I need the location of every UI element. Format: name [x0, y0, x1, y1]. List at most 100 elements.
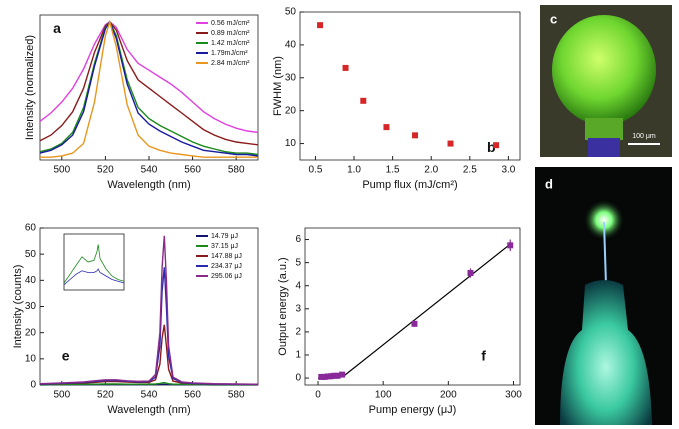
y-tick-label: 30: [285, 72, 297, 83]
x-tick-label: 0.5: [308, 165, 322, 176]
legend-label: 37.15 μJ: [211, 243, 238, 250]
x-tick-label: 200: [440, 390, 457, 401]
y-tick-label: 5: [295, 257, 301, 268]
legend-label: 1.42 mJ/cm²: [211, 40, 250, 47]
point: [324, 373, 331, 380]
panel-label: a: [53, 20, 61, 36]
point: [334, 372, 341, 379]
x-axis-label: Wavelength (nm): [107, 404, 190, 416]
x-tick-label: 3.0: [501, 165, 515, 176]
y-tick-label: 10: [25, 353, 37, 364]
panel-label: b: [487, 139, 496, 155]
legend-label: 14.79 μJ: [211, 233, 238, 240]
y-tick-label: 6: [295, 234, 301, 245]
x-tick-label: 520: [97, 165, 114, 176]
y-axis-label: FWHM (nm): [272, 56, 284, 116]
x-tick-label: 560: [184, 390, 201, 401]
y-tick-label: 4: [295, 280, 301, 291]
point: [339, 371, 346, 378]
series-line: [39, 21, 259, 134]
plot-frame: [299, 11, 521, 161]
y-tick-label: 10: [285, 138, 297, 149]
point: [321, 373, 328, 380]
x-tick-label: 500: [53, 165, 70, 176]
x-tick-label: 1.0: [347, 165, 361, 176]
series-line: [40, 19, 258, 158]
point: [383, 124, 390, 131]
point: [360, 97, 367, 104]
x-tick-label: 540: [141, 165, 158, 176]
photo-c: 100 μm c: [540, 5, 672, 157]
x-tick-label: 560: [184, 165, 201, 176]
x-tick-label: 2.0: [424, 165, 438, 176]
series-line: [63, 268, 125, 286]
panel-label: c: [550, 11, 557, 26]
y-axis-label: Intensity (counts): [12, 265, 24, 349]
x-tick-label: 100: [375, 390, 392, 401]
point: [493, 142, 500, 149]
x-tick-label: 300: [505, 390, 522, 401]
y-axis-label: Intensity (normalized): [24, 35, 36, 140]
point: [467, 270, 474, 277]
legend-label: 234.37 μJ: [211, 263, 242, 270]
y-axis-label: Output energy (a.u.): [277, 257, 289, 355]
x-tick-label: 580: [228, 390, 245, 401]
y-tick-label: 50: [285, 7, 297, 18]
y-tick-label: 20: [285, 105, 297, 116]
photo-d: d: [535, 167, 672, 425]
inset-frame: [63, 233, 125, 291]
series-line: [39, 235, 259, 385]
series-line: [39, 381, 258, 386]
panel-label: d: [545, 176, 553, 191]
x-axis-label: Pump flux (mJ/cm²): [362, 179, 457, 191]
x-tick-label: 0: [315, 390, 321, 401]
x-tick-label: 500: [53, 390, 70, 401]
legend-label: 295.06 μJ: [211, 273, 242, 280]
panel-label: e: [62, 347, 70, 363]
series-line: [63, 244, 125, 284]
series-line: [39, 20, 259, 157]
y-tick-label: 20: [25, 327, 37, 338]
y-tick-label: 40: [285, 40, 297, 51]
x-tick-label: 580: [228, 165, 245, 176]
legend-label: 0.56 mJ/cm²: [211, 20, 250, 27]
x-axis-label: Wavelength (nm): [107, 179, 190, 191]
x-tick-label: 2.5: [463, 165, 477, 176]
legend-label: 1.79mJ/cm²: [211, 50, 248, 57]
plot-frame: [304, 227, 521, 386]
series-line: [39, 20, 259, 146]
y-tick-label: 50: [25, 249, 37, 260]
y-tick-label: 0: [295, 373, 301, 384]
point: [447, 140, 454, 147]
point: [317, 22, 324, 29]
y-tick-label: 1: [295, 350, 301, 361]
x-tick-label: 520: [97, 390, 114, 401]
x-tick-label: 1.5: [386, 165, 400, 176]
series-line: [39, 20, 259, 156]
panel: 500 520 540 560 580 Wavelength (nm) Intensity …: [24, 14, 259, 191]
panel: [63, 233, 125, 291]
panel-label: f: [481, 347, 486, 363]
legend-label: 147.88 μJ: [211, 253, 242, 260]
x-axis-label: Pump energy (μJ): [369, 404, 457, 416]
legend-label: 0.89 mJ/cm²: [211, 30, 250, 37]
y-tick-label: 0: [30, 380, 36, 391]
point: [318, 373, 325, 380]
y-tick-label: 60: [25, 223, 37, 234]
x-tick-label: 540: [141, 390, 158, 401]
scale-label: 100 μm: [632, 133, 656, 140]
y-tick-label: 3: [295, 303, 301, 314]
point: [411, 320, 418, 327]
point: [331, 372, 338, 379]
point: [412, 132, 419, 139]
y-tick-label: 40: [25, 275, 37, 286]
legend-label: 2.84 mJ/cm²: [211, 60, 250, 67]
panel: 0 100 200 300 0 1 2 3 4 5 6 Pump energy (μJ) Output …: [277, 227, 522, 416]
y-tick-label: 2: [295, 327, 301, 338]
panel: 0.5 1.0 1.5 2.0 2.5 3.0 10 20 30 40 50 Pump flux (m…: [272, 7, 521, 191]
point: [328, 373, 335, 380]
point: [342, 64, 349, 71]
panel: 500 520 540 560 580 0 10 20 30 40 50 60 Wavelength (…: [12, 223, 259, 416]
point: [507, 242, 514, 249]
